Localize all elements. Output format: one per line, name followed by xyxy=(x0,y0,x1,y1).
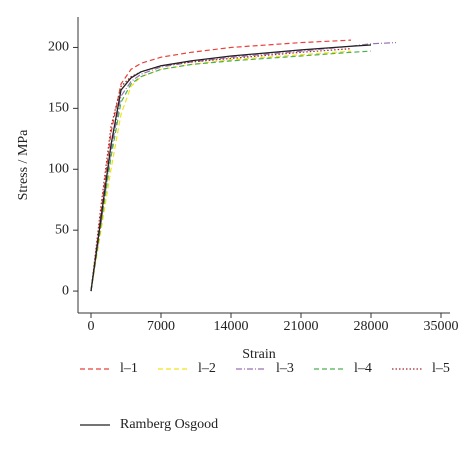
series-line xyxy=(90,50,352,292)
x-tick-label: 21000 xyxy=(284,319,319,334)
y-axis-label: Stress / MPa xyxy=(16,129,31,201)
x-tick-label: 7000 xyxy=(147,319,175,334)
y-tick-label: 0 xyxy=(62,283,69,298)
y-tick-label: 50 xyxy=(55,222,69,237)
series-line xyxy=(90,44,372,292)
x-axis-label: Strain xyxy=(242,347,275,362)
legend-label: Ramberg Osgood xyxy=(120,417,218,432)
legend-label: l–4 xyxy=(354,361,372,376)
series-line xyxy=(90,39,352,292)
legend-label: l–2 xyxy=(198,361,216,376)
x-tick-label: 35000 xyxy=(424,319,459,334)
series-line xyxy=(90,50,372,292)
x-tick-label: 28000 xyxy=(354,319,389,334)
x-tick-label: 14000 xyxy=(214,319,249,334)
y-tick-label: 100 xyxy=(48,161,69,176)
legend-label: l–3 xyxy=(276,361,294,376)
legend-label: l–1 xyxy=(120,361,138,376)
x-tick-label: 0 xyxy=(88,319,95,334)
legend-label: l–5 xyxy=(432,361,450,376)
y-tick-label: 150 xyxy=(48,101,69,116)
y-tick-label: 200 xyxy=(48,40,69,55)
